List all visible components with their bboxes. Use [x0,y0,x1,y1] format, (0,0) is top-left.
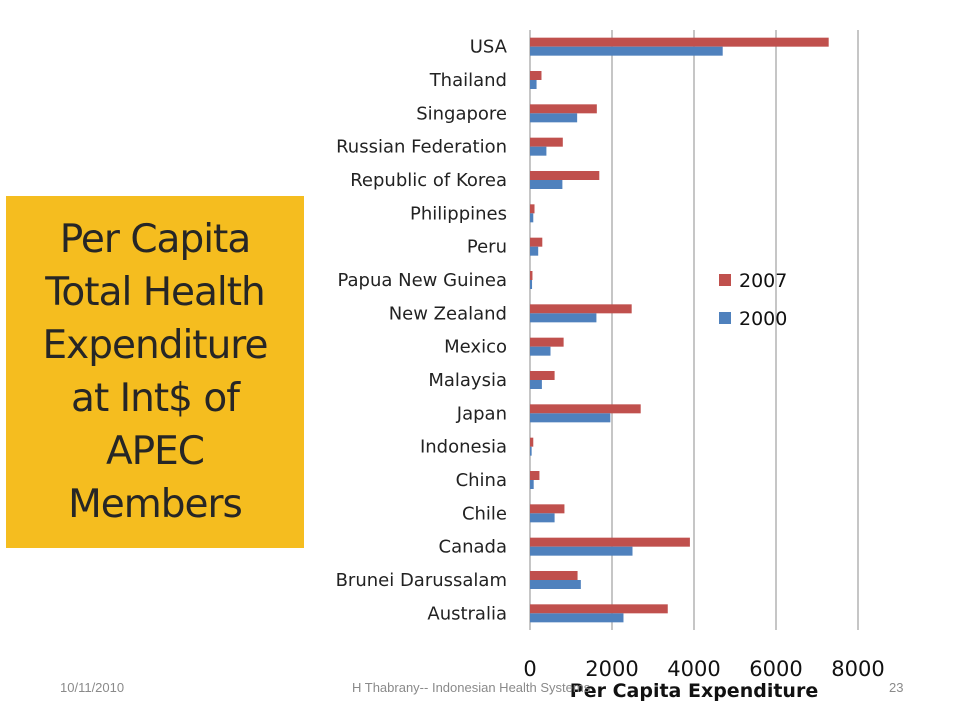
bar-2000 [530,80,537,89]
bar-2007 [530,137,563,147]
slide-title-line: Per Capita [59,217,251,262]
bar-2007 [530,337,564,347]
category-label: Australia [427,603,507,624]
category-label: USA [470,37,508,58]
bar-2000 [530,346,551,356]
bar-2007 [530,71,542,80]
category-label: Thailand [429,70,507,91]
bar-2007 [530,204,535,214]
bar-2000 [530,113,578,123]
bar-2007 [530,537,690,547]
bar-2007 [530,237,543,247]
category-label: New Zealand [389,303,507,324]
category-label: Mexico [444,337,507,358]
bar-2007 [530,304,632,314]
category-label: Papua New Guinea [337,270,507,291]
bar-2000 [530,580,581,589]
legend-label: 2007 [739,270,787,292]
slide-title-box: Per Capita Total Health Expenditure at I… [6,196,304,548]
slide-title-line: Expenditure [42,323,269,368]
slide-title-line: at Int$ of [71,376,240,421]
footer-page-number: 23 [889,680,904,695]
bar-2000 [530,446,532,456]
bar-2007 [530,171,600,180]
bar-2007 [530,504,565,514]
bar-2007 [530,404,641,414]
bar-2007 [530,437,534,447]
bar-2000 [530,480,534,489]
slide-title-line: Total Health [45,270,266,315]
bar-2000 [530,180,563,189]
x-axis-title: Per Capita Expenditure [570,680,818,702]
bar-2007 [530,104,597,114]
x-tick-label: 4000 [667,657,720,681]
footer-center-text: H Thabrany-- Indonesian Health Systems [352,680,591,695]
slide-title-line: APEC [105,429,205,474]
footer-date: 10/11/2010 [60,680,125,695]
bar-2007 [530,604,668,614]
bar-2000 [530,380,542,389]
bar-2000 [530,280,533,289]
bar-2000 [530,313,597,323]
bar-2007 [530,571,578,580]
bar-2007 [530,371,555,380]
bar-2000 [530,46,723,56]
bar-2007 [530,37,829,47]
category-label: Malaysia [428,370,507,391]
legend-swatch [719,274,731,286]
category-label: Philippines [410,203,507,224]
x-tick-label: 0 [523,657,536,681]
bar-2000 [530,413,611,423]
category-label: Japan [456,403,507,424]
bar-2007 [530,471,540,480]
category-label: Canada [439,537,508,558]
category-label: Russian Federation [336,137,507,158]
category-label: Chile [462,503,507,524]
bar-2000 [530,513,555,523]
category-label: Peru [467,237,507,258]
slide-title-line: Members [68,482,243,527]
bar-2007 [530,271,533,280]
x-tick-label: 2000 [585,657,638,681]
bar-2000 [530,146,547,156]
legend-label: 2000 [739,308,787,330]
category-label: Indonesia [420,437,507,458]
category-label: Brunei Darussalam [336,570,507,591]
x-tick-label: 6000 [749,657,802,681]
legend-swatch [719,312,731,324]
bar-2000 [530,246,539,256]
category-label: Singapore [416,103,507,124]
category-label: Republic of Korea [350,170,507,191]
x-tick-label: 8000 [831,657,884,681]
bar-2000 [530,613,624,623]
bar-2000 [530,213,534,223]
category-label: China [456,470,507,491]
bar-2000 [530,546,633,556]
